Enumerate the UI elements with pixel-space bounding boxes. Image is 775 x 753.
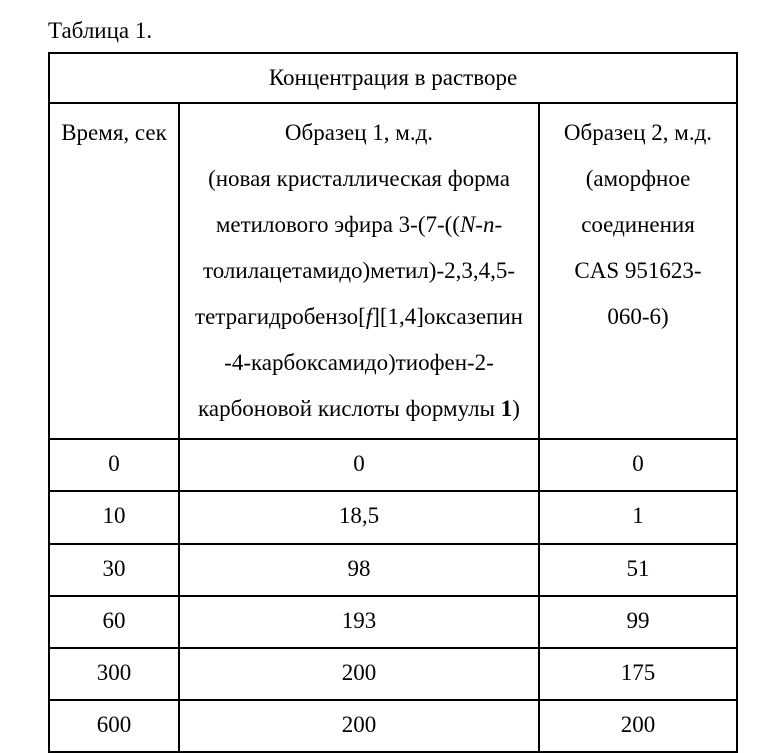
- cell-sample1: 200: [179, 700, 539, 752]
- sample1-bold-1: 1: [501, 396, 513, 421]
- sample2-line1: Образец 2, м.д.: [564, 120, 712, 145]
- sample2-line4: CAS 951623-: [574, 258, 701, 283]
- cell-sample2: 175: [539, 648, 737, 700]
- sample2-line2: (аморфное: [586, 166, 691, 191]
- sample1-line7b: ): [512, 396, 520, 421]
- table-row: 10 18,5 1: [49, 491, 737, 543]
- sample1-line3b: -: [494, 212, 502, 237]
- cell-time: 10: [49, 491, 179, 543]
- cell-time: 30: [49, 544, 179, 596]
- table-row: 30 98 51: [49, 544, 737, 596]
- cell-sample2: 0: [539, 439, 737, 491]
- sample1-line2: (новая кристаллическая форма: [208, 166, 510, 191]
- sample2-line3: соединения: [581, 212, 695, 237]
- cell-sample2: 1: [539, 491, 737, 543]
- col-header-time: Время, сек: [49, 103, 179, 439]
- col-header-sample1: Образец 1, м.д. (новая кристаллическая ф…: [179, 103, 539, 439]
- sample1-line5a: тетрагидробензо[: [195, 304, 366, 329]
- cell-sample2: 99: [539, 596, 737, 648]
- sample1-line3a: метилового эфира 3-(7-((: [216, 212, 460, 237]
- cell-sample2: 51: [539, 544, 737, 596]
- sample1-line6: -4-карбоксамидо)тиофен-2-: [224, 350, 494, 375]
- table-row: 0 0 0: [49, 439, 737, 491]
- sample1-italic-Nn: N-n: [460, 212, 495, 237]
- sample2-line5: 060-6): [607, 304, 668, 329]
- table-header-title: Концентрация в растворе: [49, 53, 737, 103]
- cell-sample1: 193: [179, 596, 539, 648]
- cell-time: 600: [49, 700, 179, 752]
- cell-time: 300: [49, 648, 179, 700]
- cell-sample1: 200: [179, 648, 539, 700]
- sample1-line5b: ][1,4]оксазепин: [372, 304, 523, 329]
- cell-sample1: 18,5: [179, 491, 539, 543]
- table-row: 600 200 200: [49, 700, 737, 752]
- cell-time: 0: [49, 439, 179, 491]
- table-row: 60 193 99: [49, 596, 737, 648]
- table-caption: Таблица 1.: [48, 18, 745, 44]
- sample1-line4: толилацетамидо)метил)-2,3,4,5-: [203, 258, 515, 283]
- sample1-line1: Образец 1, м.д.: [285, 120, 433, 145]
- concentration-table: Концентрация в растворе Время, сек Образ…: [48, 52, 738, 753]
- table-row: 300 200 175: [49, 648, 737, 700]
- sample1-line7a: карбоновой кислоты формулы: [198, 396, 501, 421]
- col-header-sample2: Образец 2, м.д. (аморфное соединения CAS…: [539, 103, 737, 439]
- cell-time: 60: [49, 596, 179, 648]
- cell-sample1: 98: [179, 544, 539, 596]
- cell-sample2: 200: [539, 700, 737, 752]
- cell-sample1: 0: [179, 439, 539, 491]
